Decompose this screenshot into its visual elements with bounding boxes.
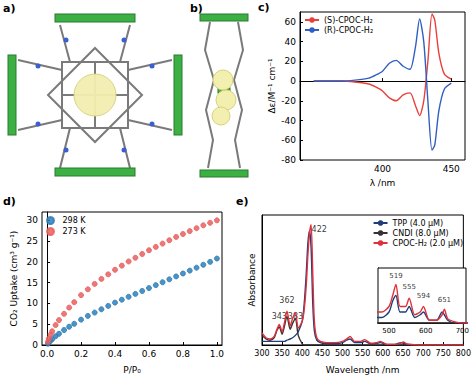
svg-text:750: 750: [436, 349, 451, 358]
svg-text:TPP (4.0 μM): TPP (4.0 μM): [392, 219, 444, 228]
svg-text:10: 10: [27, 298, 39, 308]
svg-text:0: 0: [290, 76, 296, 86]
svg-text:350: 350: [274, 349, 289, 358]
svg-text:20: 20: [27, 257, 39, 267]
svg-text:700: 700: [415, 349, 430, 358]
svg-text:d): d): [3, 195, 16, 208]
svg-text:0.6: 0.6: [142, 349, 157, 359]
svg-text:0: 0: [32, 340, 38, 350]
svg-text:(S)-CPOC-H₂: (S)-CPOC-H₂: [324, 16, 373, 25]
svg-text:0.0: 0.0: [40, 349, 55, 359]
svg-text:343: 343: [271, 311, 287, 321]
svg-text:594: 594: [417, 292, 431, 300]
svg-text:(R)-CPOC-H₂: (R)-CPOC-H₂: [324, 26, 373, 35]
svg-text:400: 400: [374, 164, 391, 174]
svg-text:5: 5: [32, 319, 38, 329]
svg-text:0.4: 0.4: [108, 349, 123, 359]
svg-text:800: 800: [456, 349, 471, 358]
svg-text:-20: -20: [281, 96, 296, 106]
svg-text:298 K: 298 K: [63, 216, 87, 225]
svg-text:-80: -80: [281, 155, 296, 165]
svg-text:b): b): [190, 2, 203, 15]
svg-text:Wavelength /nm: Wavelength /nm: [326, 365, 400, 375]
svg-text:-40: -40: [281, 116, 296, 126]
svg-text:450: 450: [315, 349, 330, 358]
svg-text:450: 450: [443, 164, 460, 174]
svg-text:650: 650: [395, 349, 410, 358]
svg-text:362: 362: [279, 296, 294, 305]
svg-text:500: 500: [335, 349, 350, 358]
svg-text:CO₂ Uptake (cm³ g⁻¹): CO₂ Uptake (cm³ g⁻¹): [9, 231, 19, 327]
svg-text:λ /nm: λ /nm: [370, 178, 396, 188]
svg-text:383: 383: [287, 311, 304, 321]
svg-text:30: 30: [27, 215, 39, 225]
svg-text:273 K: 273 K: [63, 227, 87, 236]
svg-text:c): c): [258, 1, 270, 14]
svg-text:CPOC-H₂ (2.0 μM): CPOC-H₂ (2.0 μM): [393, 239, 463, 248]
svg-text:651: 651: [438, 296, 451, 304]
svg-text:0.8: 0.8: [176, 349, 191, 359]
svg-text:555: 555: [402, 283, 415, 291]
svg-text:a): a): [3, 2, 15, 15]
svg-text:600: 600: [375, 349, 390, 358]
svg-text:20: 20: [285, 56, 297, 66]
svg-text:600: 600: [419, 327, 432, 335]
svg-text:40: 40: [285, 37, 297, 47]
svg-text:500: 500: [382, 327, 395, 335]
svg-text:550: 550: [355, 349, 370, 358]
svg-text:P/P₀: P/P₀: [123, 365, 141, 375]
svg-text:Absorbance: Absorbance: [247, 253, 257, 307]
svg-text:519: 519: [389, 272, 402, 280]
svg-text:60: 60: [285, 17, 297, 27]
svg-text:15: 15: [27, 278, 38, 288]
svg-text:25: 25: [27, 236, 38, 246]
svg-text:400: 400: [295, 349, 310, 358]
svg-text:Δε/M⁻¹ cm⁻¹: Δε/M⁻¹ cm⁻¹: [267, 58, 277, 114]
svg-text:700: 700: [456, 327, 469, 335]
svg-text:1.0: 1.0: [210, 349, 225, 359]
svg-text:0.2: 0.2: [74, 349, 88, 359]
svg-text:300: 300: [254, 349, 269, 358]
svg-text:CNDI (8.0 μM): CNDI (8.0 μM): [393, 229, 449, 238]
svg-text:422: 422: [312, 225, 327, 234]
svg-text:e): e): [236, 195, 249, 208]
svg-text:-60: -60: [281, 135, 296, 145]
